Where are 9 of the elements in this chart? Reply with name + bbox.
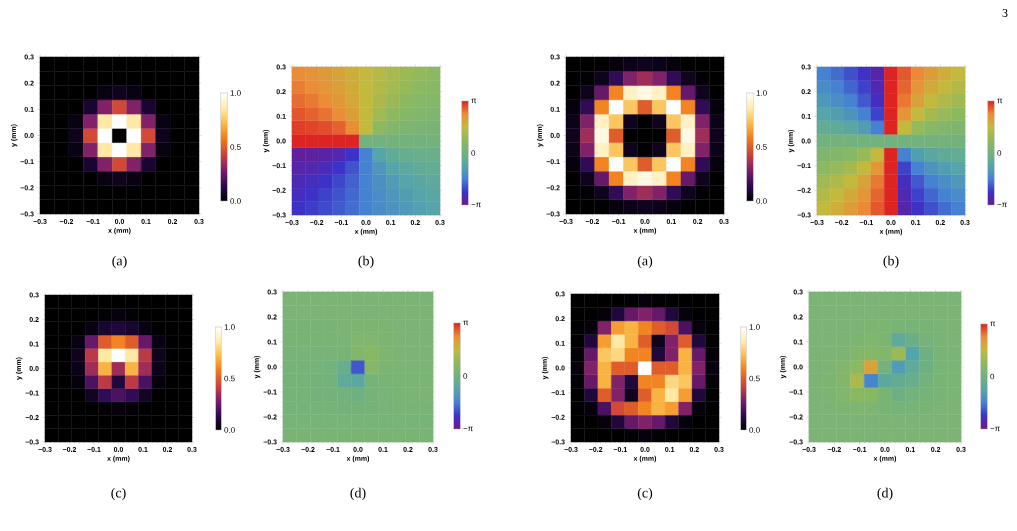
text: (d) — [350, 487, 366, 501]
text: (b) — [883, 255, 899, 269]
text: (a) — [637, 255, 653, 269]
text: (d) — [877, 487, 893, 501]
text: (b) — [358, 255, 374, 269]
text: (c) — [111, 487, 126, 501]
text: 3 — [1002, 8, 1008, 18]
text: (a) — [112, 255, 127, 269]
text: (c) — [637, 487, 653, 501]
